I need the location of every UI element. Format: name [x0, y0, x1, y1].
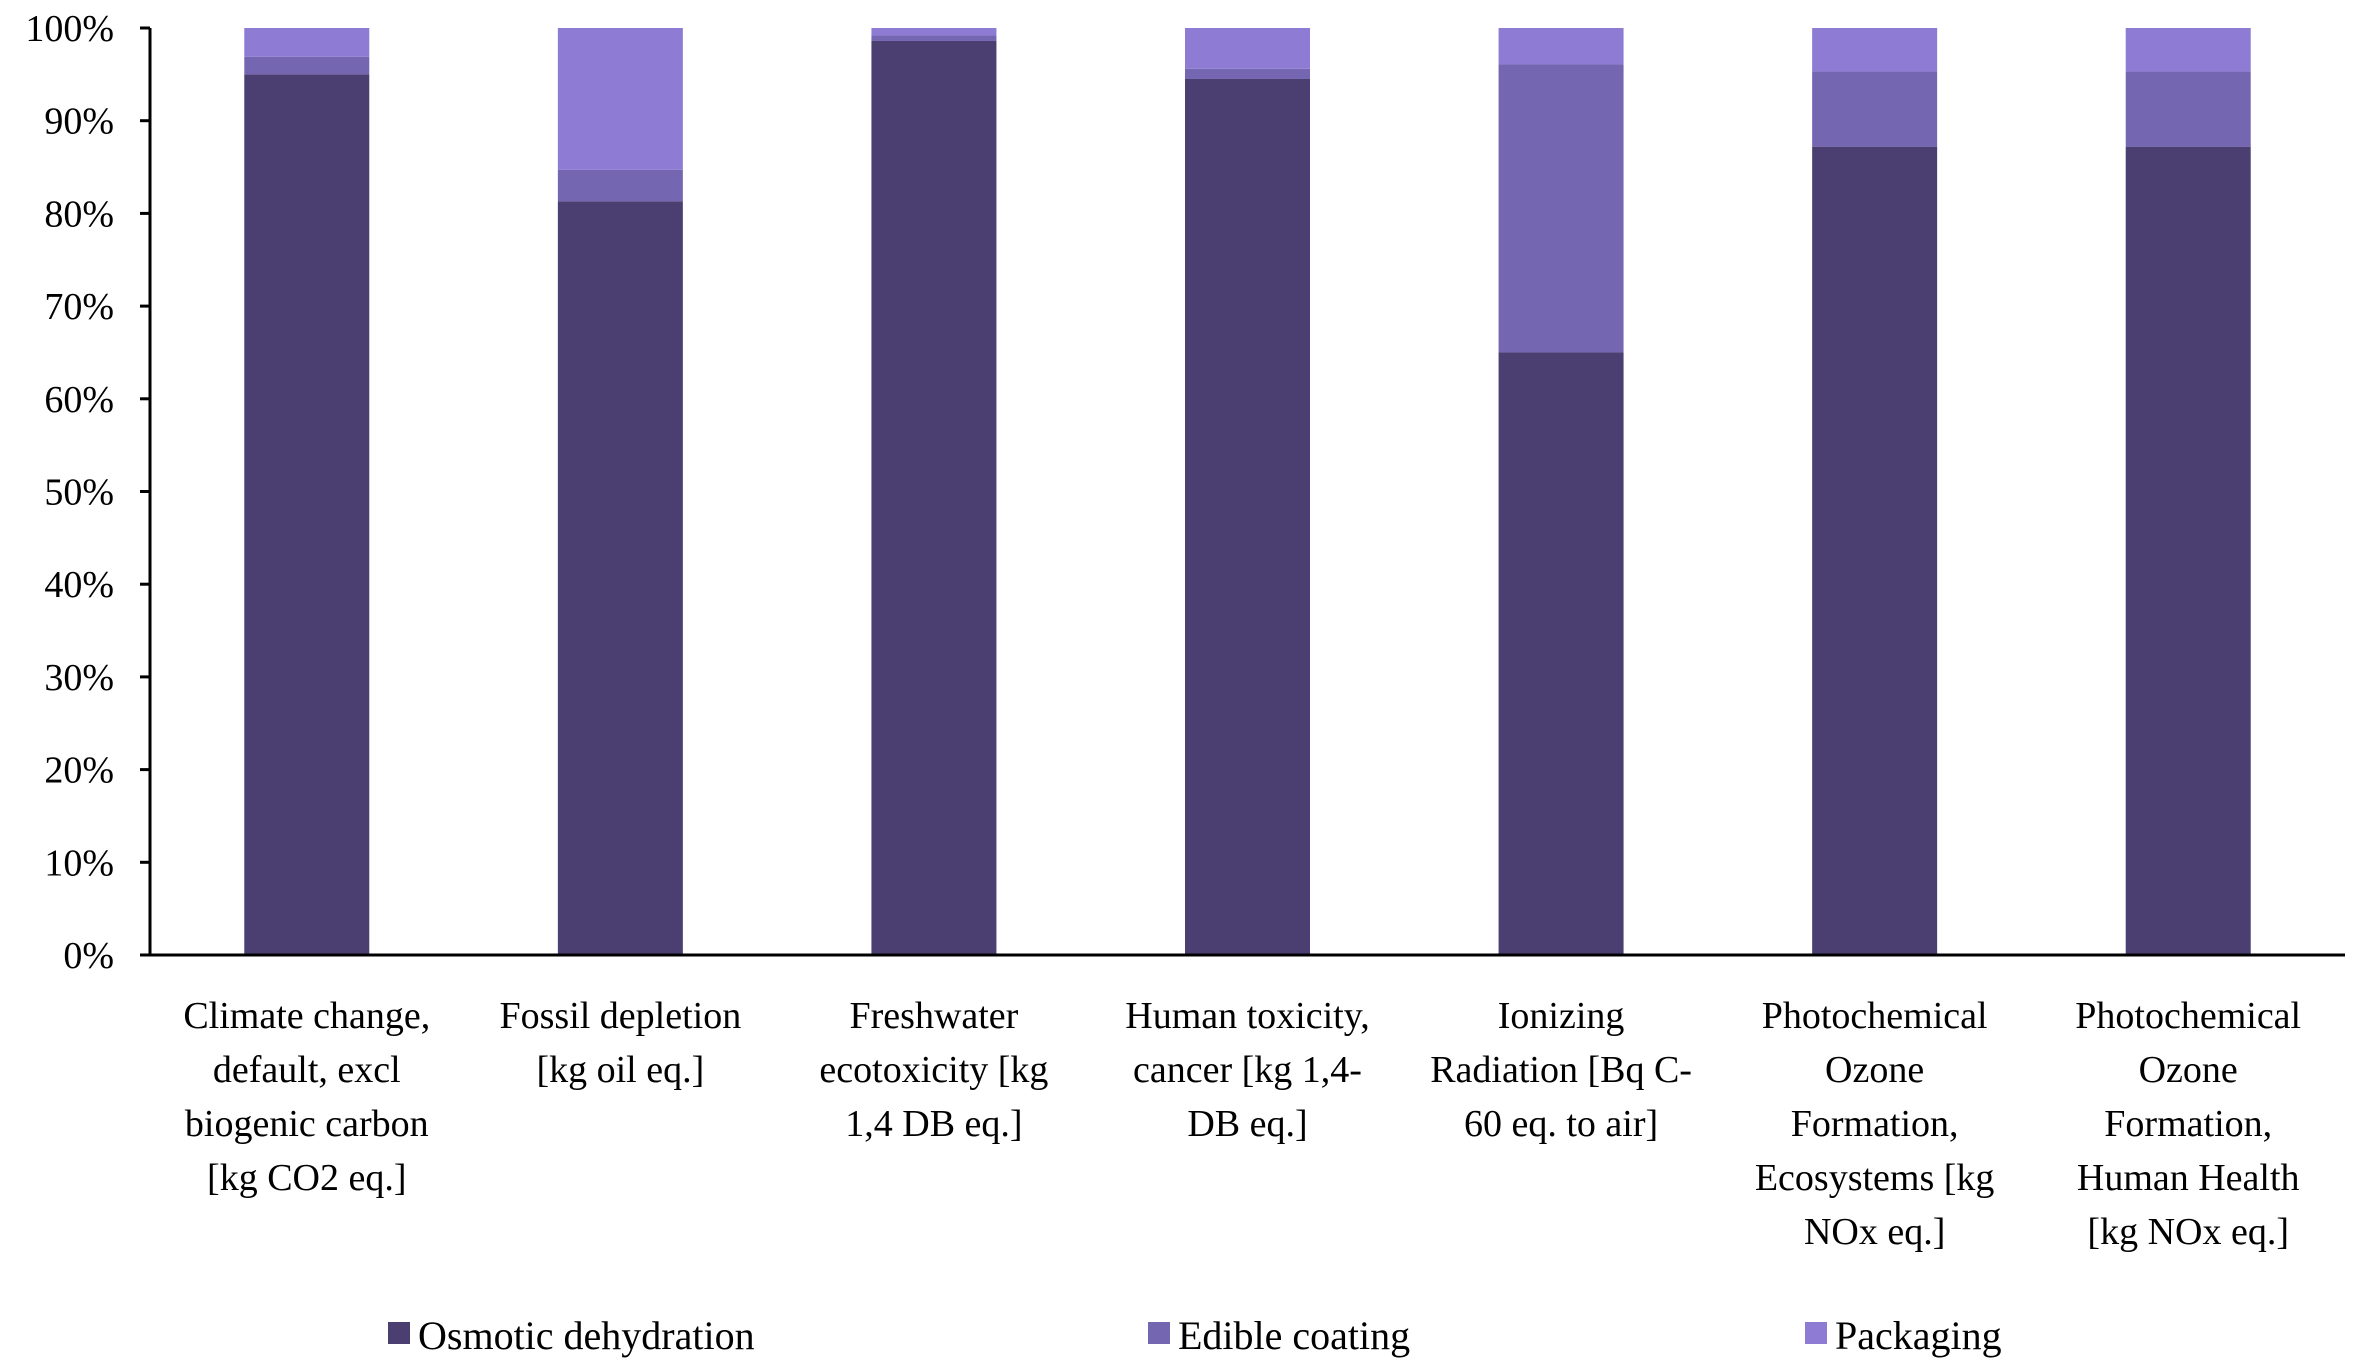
bar-segment-edible-coating-3	[1185, 68, 1310, 79]
legend-swatch-edible-coating	[1148, 1322, 1170, 1344]
y-tick-label: 30%	[44, 657, 114, 699]
bar-segment-osmotic-dehydration-1	[557, 201, 683, 955]
bar-segment-osmotic-dehydration-0	[244, 74, 370, 956]
x-category-label-1: Fossil depletion [kg oil eq.]	[499, 995, 741, 1091]
y-tick-label: 90%	[44, 101, 114, 143]
y-tick-label: 20%	[44, 750, 114, 792]
y-tick-label: 100%	[25, 8, 114, 50]
bar-segment-osmotic-dehydration-3	[1185, 78, 1310, 956]
bar-segment-edible-coating-1	[557, 169, 683, 202]
bar-segment-osmotic-dehydration-4	[1498, 352, 1624, 955]
bar-segment-packaging-2	[871, 28, 997, 36]
x-category-label-4: Ionizing Radiation [Bq C-60 eq. to air]	[1430, 995, 1692, 1145]
legend-swatch-osmotic-dehydration	[388, 1322, 410, 1344]
legend: Osmotic dehydration Edible coating Packagi…	[388, 1313, 2002, 1358]
y-tick-label: 60%	[44, 379, 114, 421]
bar-segment-packaging-6	[2125, 28, 2251, 72]
y-tick-label: 10%	[44, 842, 114, 884]
bar-segment-packaging-0	[244, 28, 370, 57]
x-category-label-0: Climate change, default, excl biogenic car…	[183, 995, 430, 1199]
y-tick-label: 50%	[44, 472, 114, 514]
bar-segment-edible-coating-6	[2125, 71, 2251, 147]
bar-segment-osmotic-dehydration-6	[2125, 146, 2251, 955]
bar-segment-edible-coating-0	[244, 56, 370, 75]
legend-swatch-packaging	[1805, 1322, 1827, 1344]
legend-label-osmotic-dehydration: Osmotic dehydration	[418, 1313, 755, 1358]
bar-segment-osmotic-dehydration-5	[1812, 146, 1938, 955]
bar-segment-packaging-5	[1812, 28, 1938, 72]
x-category-label-2: Freshwater ecotoxicity [kg 1,4 DB eq.]	[819, 995, 1048, 1145]
legend-label-edible-coating: Edible coating	[1178, 1313, 1410, 1358]
x-category-label-5: Photochemical Ozone Formation, Ecosystems […	[1755, 995, 1995, 1253]
bar-segment-packaging-1	[557, 28, 683, 170]
bar-segment-osmotic-dehydration-2	[871, 40, 997, 955]
bar-segment-edible-coating-4	[1498, 64, 1624, 353]
x-category-label-6: Photochemical Ozone Formation, Human Health…	[2075, 995, 2301, 1253]
legend-label-packaging: Packaging	[1835, 1313, 2002, 1358]
bar-segment-edible-coating-2	[871, 35, 997, 41]
bar-layer	[244, 28, 2251, 956]
bar-segment-packaging-4	[1498, 28, 1624, 65]
y-tick-label: 40%	[44, 564, 114, 606]
y-tick-label: 70%	[44, 286, 114, 328]
y-tick-label: 80%	[44, 193, 114, 235]
y-tick-layer: 0% 10% 20% 30% 40% 50% 60% 70% 80% 90% 100%	[25, 8, 150, 977]
y-tick-label: 0%	[63, 935, 114, 977]
category-label-layer: Climate change, default, excl biogenic car…	[183, 995, 2301, 1253]
bar-segment-packaging-3	[1185, 28, 1310, 69]
x-category-label-3: Human toxicity, cancer [kg 1,4-DB eq.]	[1125, 995, 1370, 1145]
bar-segment-edible-coating-5	[1812, 71, 1938, 147]
